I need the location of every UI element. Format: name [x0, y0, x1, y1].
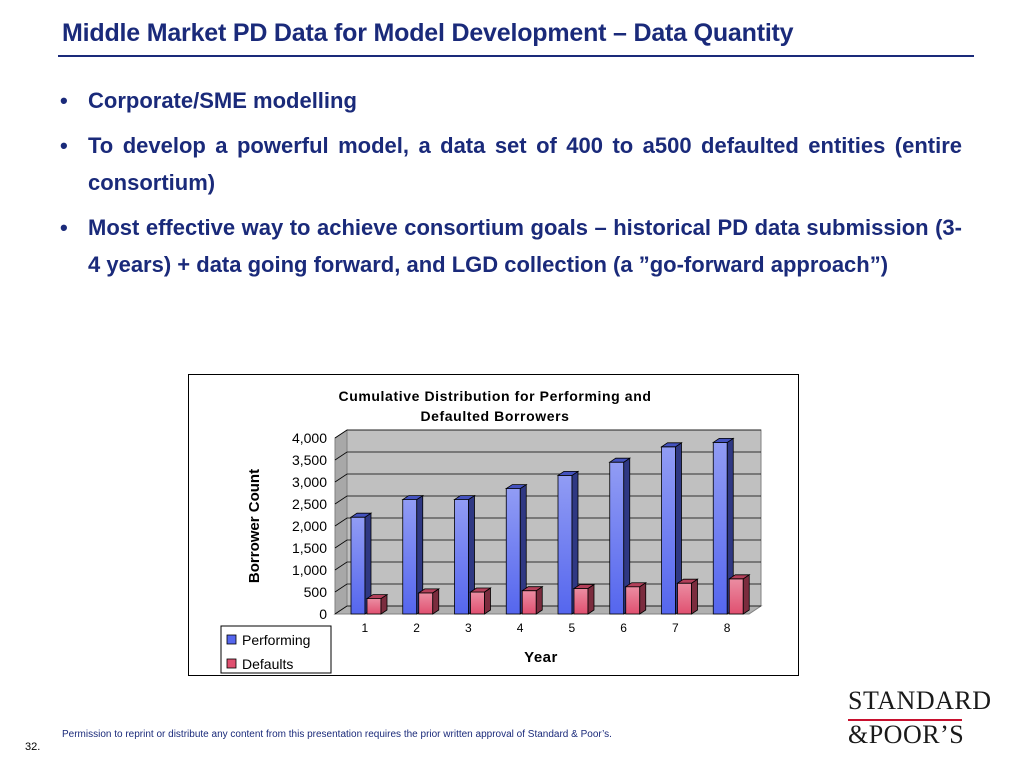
bullet-text: Most effective way to achieve consortium… — [88, 215, 962, 277]
legend-label-performing: Performing — [242, 632, 310, 648]
gridline — [334, 451, 761, 461]
bar-top-defaults — [469, 587, 492, 593]
bar-defaults — [521, 590, 537, 615]
bar-defaults — [728, 578, 744, 615]
x-tick-label: 7 — [672, 621, 679, 635]
bar-performing — [350, 516, 366, 615]
bar-side-defaults — [484, 587, 491, 615]
bar-top-defaults — [676, 578, 699, 584]
y-tick-label: 3,000 — [292, 474, 327, 490]
bar-top-performing — [711, 438, 735, 443]
x-tick-label: 8 — [724, 621, 731, 635]
bar-top-performing — [453, 495, 476, 500]
bar-defaults — [470, 591, 485, 615]
slide-title: Middle Market PD Data for Model Developm… — [62, 19, 794, 47]
y-tick-label: 2,500 — [292, 496, 327, 512]
bar-defaults — [625, 586, 641, 615]
x-tick-label: 2 — [413, 621, 420, 635]
bar-top-performing — [504, 484, 528, 489]
legend-label-defaults: Defaults — [242, 656, 293, 672]
y-axis-label: Borrower Count — [246, 469, 263, 583]
y-tick-label: 1,000 — [292, 562, 327, 578]
bullet-item: • To develop a powerful model, a data se… — [60, 127, 962, 201]
bar-performing — [712, 442, 728, 615]
bullet-marker: • — [60, 215, 68, 240]
legend-swatch-defaults — [226, 658, 237, 669]
bar-top-performing — [660, 442, 683, 448]
x-tick-label: 5 — [569, 621, 576, 635]
logo-text-standard: STANDARD — [848, 686, 992, 715]
bullet-text: Corporate/SME modelling — [88, 88, 357, 113]
bar-top-defaults — [520, 586, 544, 592]
y-tick-label: 500 — [304, 584, 328, 600]
x-tick-label: 1 — [362, 621, 369, 635]
chart-title: Cumulative Distribution for Performing a… — [339, 388, 652, 404]
bar-chart: Cumulative Distribution for Performing a… — [220, 388, 763, 674]
bar-performing — [661, 446, 676, 615]
legend-swatch-performing — [226, 634, 237, 645]
bullet-marker: • — [60, 133, 68, 158]
bar-defaults — [366, 598, 382, 615]
chart-title: Defaulted Borrowers — [420, 408, 569, 424]
x-tick-label: 3 — [465, 621, 472, 635]
bullet-marker: • — [60, 88, 68, 113]
gridline — [334, 429, 761, 439]
copyright-notice: Permission to reprint or distribute any … — [62, 729, 612, 740]
logo-text-poors: &POOR’S — [848, 720, 965, 749]
x-axis-label: Year — [524, 649, 558, 666]
chart-container: Cumulative Distribution for Performing a… — [188, 374, 799, 676]
bar-top-defaults — [365, 594, 389, 600]
y-tick-label: 0 — [319, 606, 327, 622]
bar-top-defaults — [727, 574, 751, 580]
x-tick-label: 4 — [517, 621, 524, 635]
bar-side-defaults — [639, 581, 647, 615]
bar-top-defaults — [417, 588, 441, 594]
title-divider — [58, 55, 974, 57]
y-tick-label: 1,500 — [292, 540, 327, 556]
bullet-list: • Corporate/SME modelling • To develop a… — [60, 82, 962, 291]
bar-defaults — [677, 582, 692, 615]
bar-performing — [609, 461, 625, 615]
sp-logo: STANDARD &POOR’S — [848, 686, 1000, 752]
bar-performing — [402, 499, 418, 615]
bar-top-performing — [608, 457, 632, 463]
bar-side-defaults — [742, 574, 750, 615]
bar-performing — [505, 488, 521, 615]
bar-top-performing — [556, 471, 580, 476]
bullet-item: • Most effective way to achieve consorti… — [60, 209, 962, 283]
bar-performing — [557, 475, 573, 615]
bar-side-defaults — [587, 583, 595, 615]
x-tick-label: 6 — [620, 621, 627, 635]
bar-performing — [454, 499, 469, 615]
bar-side-defaults — [691, 578, 698, 615]
bullet-item: • Corporate/SME modelling — [60, 82, 962, 119]
bar-side-defaults — [535, 585, 543, 615]
y-tick-label: 4,000 — [292, 430, 327, 446]
bar-top-defaults — [624, 582, 648, 588]
y-tick-label: 2,000 — [292, 518, 327, 534]
bullet-text: To develop a powerful model, a data set … — [88, 133, 962, 195]
y-tick-label: 3,500 — [292, 452, 327, 468]
legend-box — [220, 625, 332, 674]
bar-top-performing — [401, 495, 425, 500]
page-number: 32. — [25, 741, 41, 753]
bar-top-performing — [349, 512, 373, 518]
bar-defaults — [418, 592, 434, 615]
logo-rule — [848, 719, 962, 721]
bar-defaults — [573, 588, 589, 615]
bar-top-defaults — [572, 584, 596, 589]
